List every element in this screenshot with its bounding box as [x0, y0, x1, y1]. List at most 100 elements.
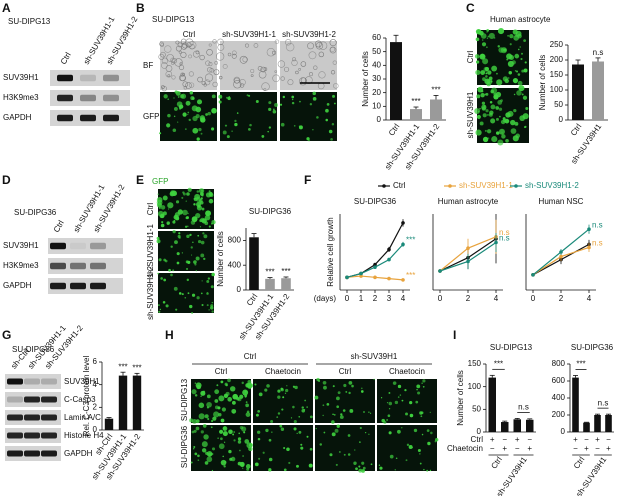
cell	[293, 427, 297, 431]
cell	[300, 446, 304, 450]
cell	[500, 47, 507, 54]
cell	[185, 200, 187, 202]
cell	[200, 253, 205, 258]
panel-letter: A	[2, 1, 11, 15]
band	[80, 74, 96, 82]
cell	[209, 68, 214, 73]
cell	[282, 95, 286, 99]
cell	[198, 188, 205, 194]
cell	[217, 406, 221, 410]
cell	[514, 121, 519, 126]
cell	[218, 94, 223, 99]
cell	[394, 469, 396, 471]
cell	[211, 447, 216, 451]
cell	[196, 137, 200, 141]
cell	[309, 447, 313, 451]
channel-label: GFP	[152, 177, 168, 186]
treatment-sign: −	[527, 435, 532, 444]
cell	[405, 412, 408, 416]
cell	[231, 53, 237, 59]
cell	[409, 413, 414, 418]
cell	[211, 222, 213, 225]
cell	[204, 73, 214, 82]
micrograph	[253, 379, 313, 423]
legend-marker	[514, 184, 518, 188]
cell	[178, 50, 182, 54]
cell	[231, 130, 233, 132]
x-tick-label: 2	[466, 294, 471, 303]
treatment-sign: +	[606, 444, 611, 453]
cell	[491, 136, 498, 143]
cell	[519, 46, 521, 48]
cell	[233, 80, 242, 89]
band	[7, 432, 23, 439]
blot-label: GAPDH	[64, 449, 93, 458]
cell	[194, 394, 198, 397]
cell	[277, 60, 286, 68]
cell	[340, 413, 343, 416]
cell	[204, 79, 211, 86]
cell	[520, 57, 523, 61]
column-label: Chaetocin	[265, 367, 301, 376]
cell	[244, 43, 250, 48]
cell	[185, 82, 192, 89]
cell	[336, 405, 340, 409]
cell	[186, 234, 190, 239]
cell	[204, 461, 209, 465]
cell	[174, 58, 183, 67]
cell	[207, 417, 210, 421]
band	[70, 242, 86, 250]
cell	[326, 103, 330, 106]
panel-letter: G	[2, 328, 11, 342]
cell	[208, 452, 213, 457]
group-label: Ctrl	[572, 455, 587, 471]
cell	[244, 439, 250, 444]
band	[7, 450, 23, 457]
cell	[197, 459, 200, 461]
cell	[521, 69, 525, 73]
significance-label: ***	[494, 359, 503, 368]
blot-label: Lamin A/C	[64, 413, 101, 422]
cell	[187, 113, 189, 116]
cell	[498, 107, 503, 111]
cell	[495, 131, 500, 135]
blot	[48, 238, 123, 254]
legend-marker	[448, 184, 452, 188]
group-label: Ctrl	[489, 455, 504, 471]
cell	[201, 448, 207, 453]
cell	[222, 431, 228, 437]
cell	[258, 457, 261, 460]
cell	[286, 447, 290, 452]
cell	[325, 118, 329, 122]
cell	[208, 190, 211, 193]
cell	[232, 433, 235, 436]
cell	[182, 42, 189, 49]
cell	[277, 412, 281, 415]
cell	[518, 85, 525, 92]
cell	[335, 463, 338, 466]
y-tick-label: 100	[468, 382, 482, 391]
cell	[175, 40, 180, 45]
value-label: ***	[431, 86, 440, 95]
cell	[262, 451, 265, 454]
cell	[161, 85, 165, 89]
cell	[218, 395, 225, 402]
cell	[413, 428, 418, 433]
cell	[355, 467, 358, 471]
cell	[268, 126, 271, 129]
treatment-sign: +	[573, 435, 578, 444]
cell	[314, 395, 319, 400]
cell	[308, 51, 317, 60]
cell	[167, 202, 174, 209]
cell	[361, 387, 363, 390]
cell	[216, 384, 219, 387]
cell	[219, 75, 223, 80]
cell	[200, 132, 203, 135]
cell	[199, 54, 205, 61]
point	[373, 275, 377, 280]
x-tick-label: Ctrl	[387, 122, 402, 138]
panel-letter: I	[453, 328, 456, 342]
cell	[173, 115, 176, 118]
cell	[395, 457, 398, 460]
cell	[279, 424, 283, 428]
